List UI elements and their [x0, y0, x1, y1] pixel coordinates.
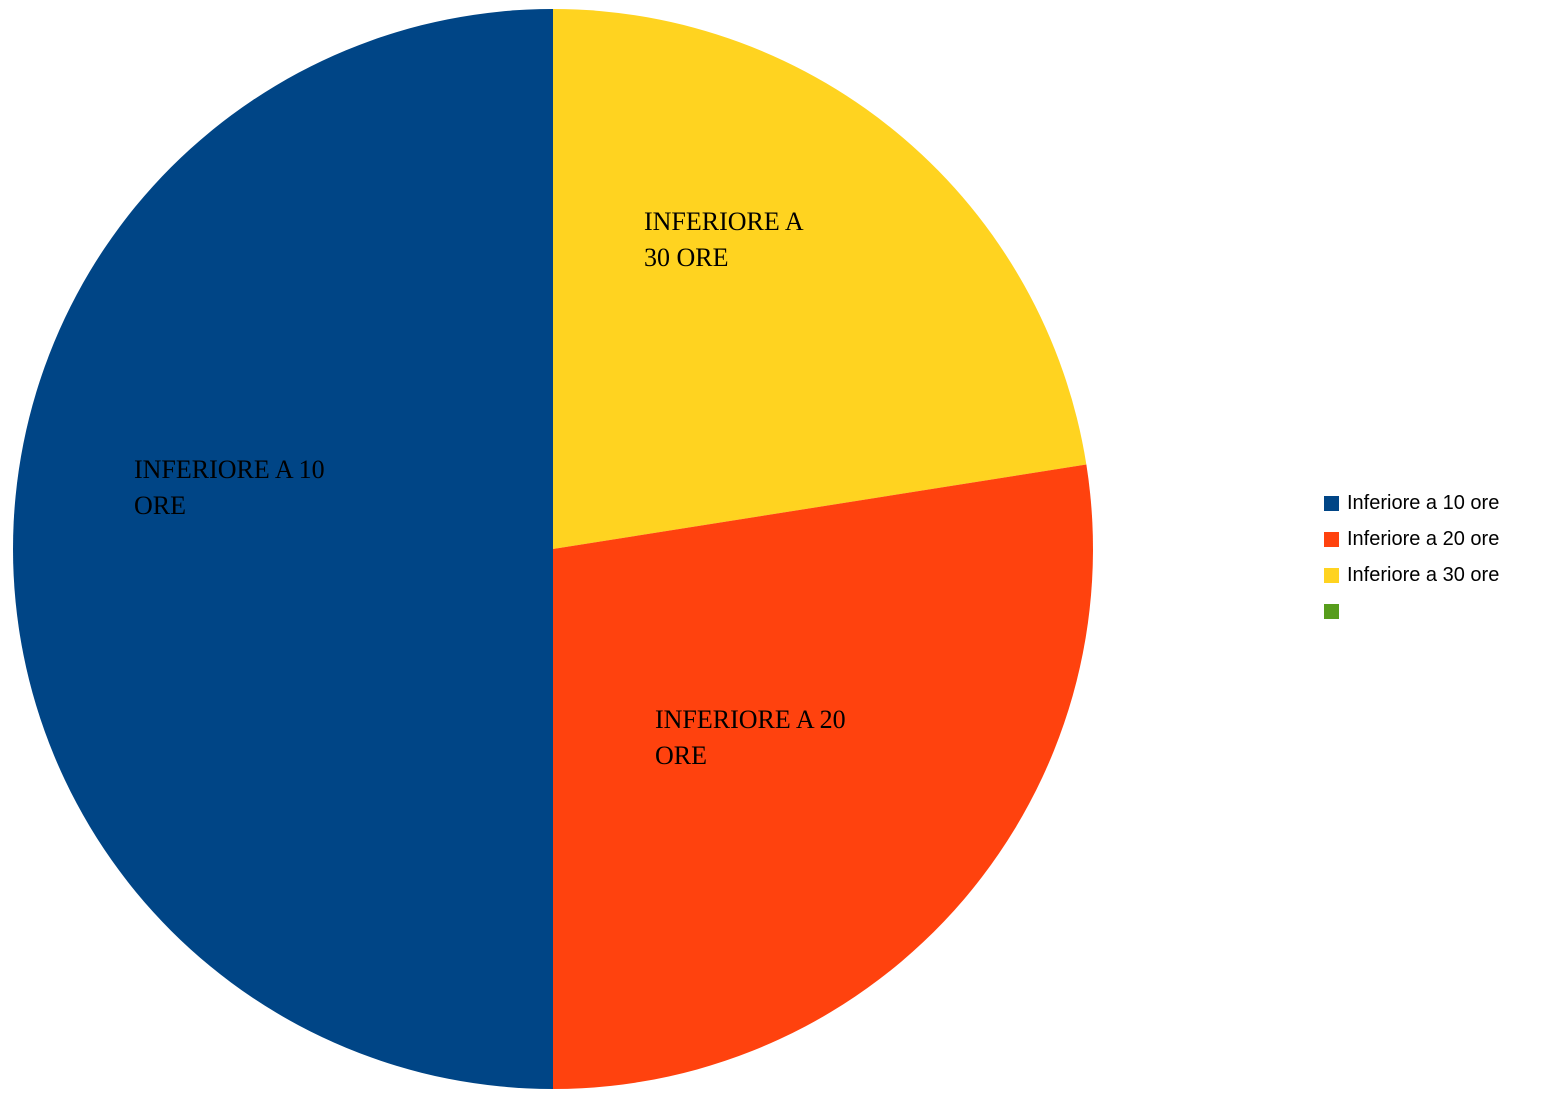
pie-slice-3 [13, 9, 553, 1089]
legend-swatch-1 [1324, 495, 1339, 511]
legend-item-2: Inferiore a 20 ore [1324, 521, 1554, 557]
legend-swatch-2 [1324, 531, 1339, 547]
legend-swatch-3 [1324, 567, 1339, 583]
pie-slice-2 [553, 464, 1093, 1089]
legend-item-1: Inferiore a 10 ore [1324, 485, 1554, 521]
pie-slice-label-1: INFERIORE A 30 ORE [644, 207, 804, 272]
pie-slice-labels: INFERIORE A 30 ORE INFERIORE A 20 ORE INFERI… [134, 207, 846, 770]
legend-item-4 [1324, 593, 1554, 629]
pie-slice-label-3: INFERIORE A 10 ORE [134, 455, 325, 520]
chart-legend: Inferiore a 10 ore Inferiore a 20 ore Infe… [1324, 485, 1554, 629]
legend-swatch-4 [1324, 603, 1339, 619]
legend-label-1: Inferiore a 10 ore [1347, 491, 1500, 514]
pie-slice-label-2: INFERIORE A 20 ORE [655, 705, 846, 770]
legend-label-2: Inferiore a 20 ore [1347, 527, 1500, 550]
pie-slices [13, 9, 1093, 1089]
legend-label-3: Inferiore a 30 ore [1347, 563, 1500, 586]
pie-slice-1 [553, 9, 1087, 549]
legend-item-3: Inferiore a 30 ore [1324, 557, 1554, 593]
